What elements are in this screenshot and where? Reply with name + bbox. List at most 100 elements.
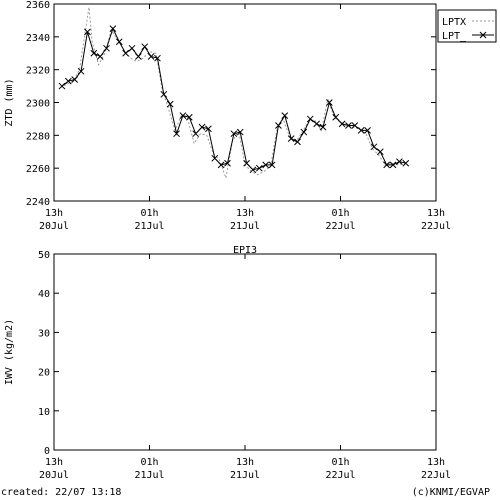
x-tick-label: 22Jul: [325, 221, 355, 232]
plot-frame: [53, 253, 437, 451]
data-point-marker: [236, 128, 244, 136]
data-point-marker: [198, 123, 206, 131]
data-point-marker: [77, 67, 85, 75]
x-tick-label: 13h: [427, 208, 445, 219]
data-point-marker: [205, 125, 212, 133]
data-point-marker: [90, 49, 98, 57]
data-point-marker: [173, 130, 180, 138]
data-point-marker: [332, 113, 340, 121]
data-point-marker: [402, 159, 410, 167]
data-point-marker: [389, 161, 397, 169]
data-point-marker: [109, 25, 117, 32]
y-axis-label: IWV (kg/m2): [4, 319, 15, 385]
data-point-marker: [300, 128, 308, 136]
legend-marker: [479, 31, 487, 39]
data-point-marker: [141, 43, 149, 51]
x-tick-label: 01h: [331, 457, 349, 468]
y-tick-label: 10: [38, 407, 50, 418]
data-point-marker: [154, 54, 161, 62]
data-point-marker: [230, 130, 238, 138]
y-tick-label: 2340: [26, 33, 50, 44]
y-tick-label: 2360: [26, 0, 50, 11]
data-point-marker: [185, 113, 193, 121]
y-tick-label: 2260: [26, 164, 50, 175]
data-point-marker: [326, 99, 333, 106]
x-tick-label: 13h: [427, 457, 445, 468]
x-tick-label: 21Jul: [134, 221, 164, 232]
x-tick-label: 13h: [236, 457, 254, 468]
x-tick-label: 13h: [236, 208, 254, 219]
data-point-marker: [281, 112, 289, 119]
copyright-label: (c)KNMI/EGVAP: [411, 487, 490, 498]
data-point-marker: [147, 53, 155, 60]
y-tick-label: 2300: [26, 99, 50, 110]
data-point-marker: [370, 143, 378, 151]
data-point-marker: [122, 49, 129, 57]
chart-title: EPI3: [233, 245, 257, 256]
data-point-marker: [351, 122, 359, 129]
data-point-marker: [294, 138, 301, 146]
data-point-marker: [128, 44, 136, 52]
x-tick-label: 22Jul: [421, 221, 451, 232]
y-tick-label: 50: [38, 250, 50, 261]
legend-label: LPTX: [442, 17, 466, 28]
data-point-marker: [211, 154, 219, 162]
data-point-marker: [249, 166, 257, 174]
legend-label: LPT_: [442, 31, 467, 42]
data-point-marker: [383, 161, 391, 169]
data-point-marker: [268, 161, 276, 169]
data-point-marker: [243, 159, 250, 167]
data-point-marker: [306, 115, 314, 123]
legend-box: [437, 9, 497, 43]
created-timestamp: created: 22/07 13:18: [1, 487, 122, 498]
x-tick-label: 01h: [140, 457, 158, 468]
data-point-marker: [179, 112, 187, 119]
x-tick-label: 22Jul: [421, 470, 451, 481]
data-point-marker: [262, 161, 270, 169]
data-point-marker: [71, 76, 79, 83]
legend: LPTX LPT_: [437, 9, 497, 43]
x-tick-label: 22Jul: [325, 470, 355, 481]
iwv-panel: 0 10 20 30 40 50 13h 20Jul 01h 21Jul 13h 21Jul 01h 22…: [4, 245, 451, 481]
y-axis-label: ZTD (mm): [4, 78, 15, 126]
data-point-marker: [103, 44, 110, 52]
y-tick-label: 20: [38, 368, 50, 379]
y-tick-label: 2280: [26, 131, 50, 142]
data-point-marker: [96, 53, 104, 60]
y-tick-label: 40: [38, 289, 50, 300]
data-point-marker: [58, 82, 66, 90]
x-tick-label: 01h: [140, 208, 158, 219]
data-point-marker: [319, 123, 327, 131]
series-line-lpt: [61, 27, 406, 171]
data-point-marker: [160, 90, 168, 98]
data-point-marker: [84, 28, 91, 36]
data-point-marker: [357, 127, 365, 134]
x-tick-label: 01h: [331, 208, 349, 219]
x-tick-label: 13h: [45, 457, 63, 468]
data-point-marker: [338, 120, 346, 128]
y-tick-label: 30: [38, 328, 50, 339]
data-point-marker: [192, 130, 200, 138]
x-tick-label: 13h: [45, 208, 63, 219]
data-point-marker: [376, 148, 384, 156]
data-point-marker: [396, 158, 403, 165]
data-point-marker: [364, 127, 371, 134]
data-point-marker: [275, 122, 282, 129]
y-tick-label: 2240: [26, 197, 50, 208]
y-tick-label: 2320: [26, 66, 50, 77]
x-tick-label: 20Jul: [39, 221, 69, 232]
data-point-marker: [287, 135, 295, 142]
x-tick-label: 21Jul: [134, 470, 164, 481]
data-point-marker: [135, 53, 142, 60]
ztd-panel: 2240 2260 2280 2300 2320 2340 2360 13h 20Jul 01h 2…: [4, 0, 497, 232]
data-point-marker: [313, 120, 320, 128]
data-point-marker: [217, 161, 225, 169]
data-point-marker: [166, 100, 174, 108]
x-tick-label: 21Jul: [230, 221, 260, 232]
data-point-marker: [224, 159, 231, 167]
data-point-marker: [64, 77, 72, 85]
x-tick-label: 21Jul: [230, 470, 260, 481]
y-tick-label: 0: [44, 446, 50, 457]
data-point-marker: [255, 164, 263, 172]
